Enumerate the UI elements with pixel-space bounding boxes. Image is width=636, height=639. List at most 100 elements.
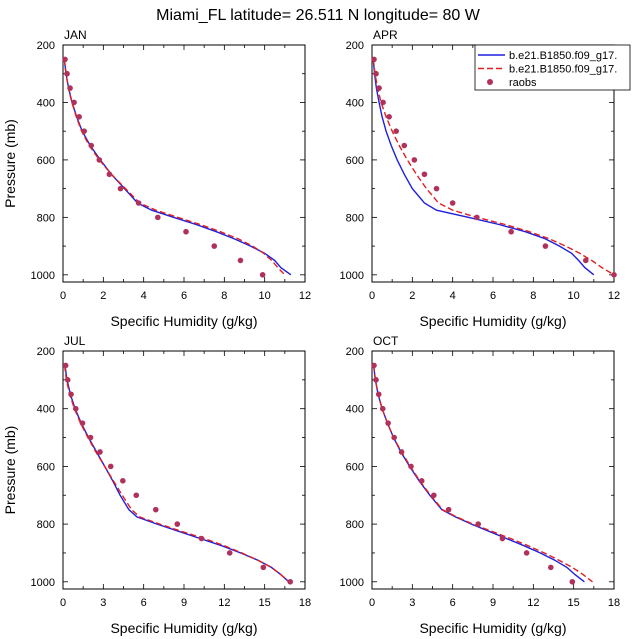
- figure-title: Miami_FL latitude= 26.511 N longitude= 8…: [156, 7, 481, 24]
- y-tick-label: 600: [346, 155, 364, 167]
- x-tick-label: 6: [181, 290, 187, 302]
- x-tick-label: 9: [490, 597, 496, 609]
- raobs-point: [152, 506, 159, 513]
- x-tick-label: 10: [259, 290, 271, 302]
- plot-frame: [62, 350, 306, 590]
- raobs-point: [523, 550, 530, 556]
- y-tick-label: 400: [37, 404, 55, 416]
- x-tick-label: 2: [409, 290, 415, 302]
- y-tick-label: 200: [37, 40, 55, 52]
- y-tick-label: 200: [346, 40, 364, 52]
- panel-jan: JAN 0 2 4 6 8 10 12 200 400 600 800 1000 Specific Hum…: [2, 28, 311, 329]
- raobs-point: [106, 171, 113, 178]
- raobs-point: [475, 521, 482, 527]
- y-tick-label: 200: [346, 346, 364, 358]
- x-axis-label: Specific Humidity (g/kg): [419, 313, 566, 329]
- legend-box: [474, 44, 631, 91]
- panel-title: JUL: [64, 334, 86, 348]
- legend: b.e21.B1850.f09_g17. b.e21.B1850.f09_g17.…: [474, 44, 631, 91]
- raobs-point: [62, 56, 68, 63]
- y-tick-label: 400: [346, 97, 364, 109]
- y-tick-label: 600: [346, 461, 364, 473]
- raobs-point: [408, 463, 414, 470]
- raobs-points: [371, 362, 576, 585]
- legend-marker-raobs: [487, 79, 493, 85]
- x-tick-label: 6: [450, 597, 456, 609]
- x-tick-label: 18: [299, 597, 311, 609]
- raobs-point: [385, 420, 391, 426]
- y-tick-label: 1000: [31, 577, 55, 589]
- x-tick-label: 0: [369, 597, 375, 609]
- raobs-point: [611, 272, 617, 278]
- raobs-point: [445, 506, 452, 513]
- x-tick-label: 15: [259, 597, 271, 609]
- raobs-point: [107, 463, 114, 470]
- series-group: [63, 59, 292, 276]
- raobs-point: [371, 362, 377, 369]
- raobs-point: [259, 272, 266, 278]
- raobs-point: [582, 257, 589, 264]
- panel-oct: OCT 0 3 6 9 12 15 18 200 400 600 800 1000 Specific Hu…: [340, 334, 621, 636]
- x-axis-label: Specific Humidity (g/kg): [110, 313, 257, 329]
- raobs-point: [237, 257, 244, 264]
- panel-title: OCT: [373, 334, 399, 348]
- raobs-point: [548, 564, 554, 571]
- y-tick-label: 800: [37, 212, 55, 224]
- x-tick-label: 2: [100, 290, 106, 302]
- series-line-dashed: [372, 365, 593, 583]
- series-line-dashed: [63, 365, 290, 583]
- raobs-point: [375, 391, 382, 398]
- raobs-point: [449, 200, 456, 206]
- series-line-solid: [372, 365, 585, 583]
- x-tick-label: 12: [608, 290, 620, 302]
- raobs-point: [380, 99, 386, 106]
- y-tick-label: 600: [37, 461, 55, 473]
- raobs-point: [133, 492, 140, 499]
- panel-jul: JUL 0 3 6 9 12 15 18 200 400 600 800 1000 Specific Hu…: [2, 334, 311, 636]
- y-tick-label: 400: [37, 97, 55, 109]
- panel-title: APR: [373, 28, 398, 42]
- series-line-solid: [64, 365, 290, 583]
- series-group: [372, 59, 614, 276]
- raobs-point: [411, 157, 418, 163]
- y-tick-label: 800: [346, 212, 364, 224]
- raobs-point: [433, 185, 440, 192]
- raobs-point: [68, 391, 74, 398]
- raobs-point: [117, 185, 124, 192]
- y-tick-label: 1000: [31, 270, 55, 282]
- plot-frame: [371, 350, 615, 590]
- raobs-point: [379, 405, 386, 412]
- raobs-point: [287, 578, 294, 585]
- y-tick-label: 800: [37, 519, 55, 531]
- x-tick-label: 12: [218, 597, 230, 609]
- raobs-point: [499, 535, 506, 542]
- panel-title: JAN: [64, 28, 87, 42]
- raobs-point: [62, 362, 69, 369]
- x-tick-label: 8: [530, 290, 536, 302]
- y-tick-label: 600: [37, 155, 55, 167]
- raobs-point: [373, 377, 379, 383]
- raobs-point: [72, 405, 79, 412]
- series-group: [372, 365, 593, 583]
- raobs-point: [154, 214, 161, 221]
- x-tick-label: 4: [141, 290, 147, 302]
- series-line-dashed: [63, 59, 286, 276]
- raobs-point: [79, 420, 86, 426]
- raobs-point: [96, 157, 103, 163]
- y-axis-label: Pressure (mb): [2, 119, 18, 208]
- raobs-point: [393, 128, 400, 134]
- raobs-point: [226, 550, 233, 556]
- x-tick-label: 15: [568, 597, 580, 609]
- raobs-point: [174, 521, 181, 527]
- raobs-point: [81, 128, 87, 134]
- raobs-point: [373, 70, 379, 77]
- x-tick-label: 0: [60, 597, 66, 609]
- x-tick-label: 10: [568, 290, 580, 302]
- series-line-solid: [372, 59, 595, 276]
- raobs-point: [386, 114, 392, 120]
- x-tick-label: 6: [490, 290, 496, 302]
- series-line-solid: [63, 59, 292, 276]
- raobs-point: [431, 492, 437, 499]
- series-group: [63, 365, 290, 583]
